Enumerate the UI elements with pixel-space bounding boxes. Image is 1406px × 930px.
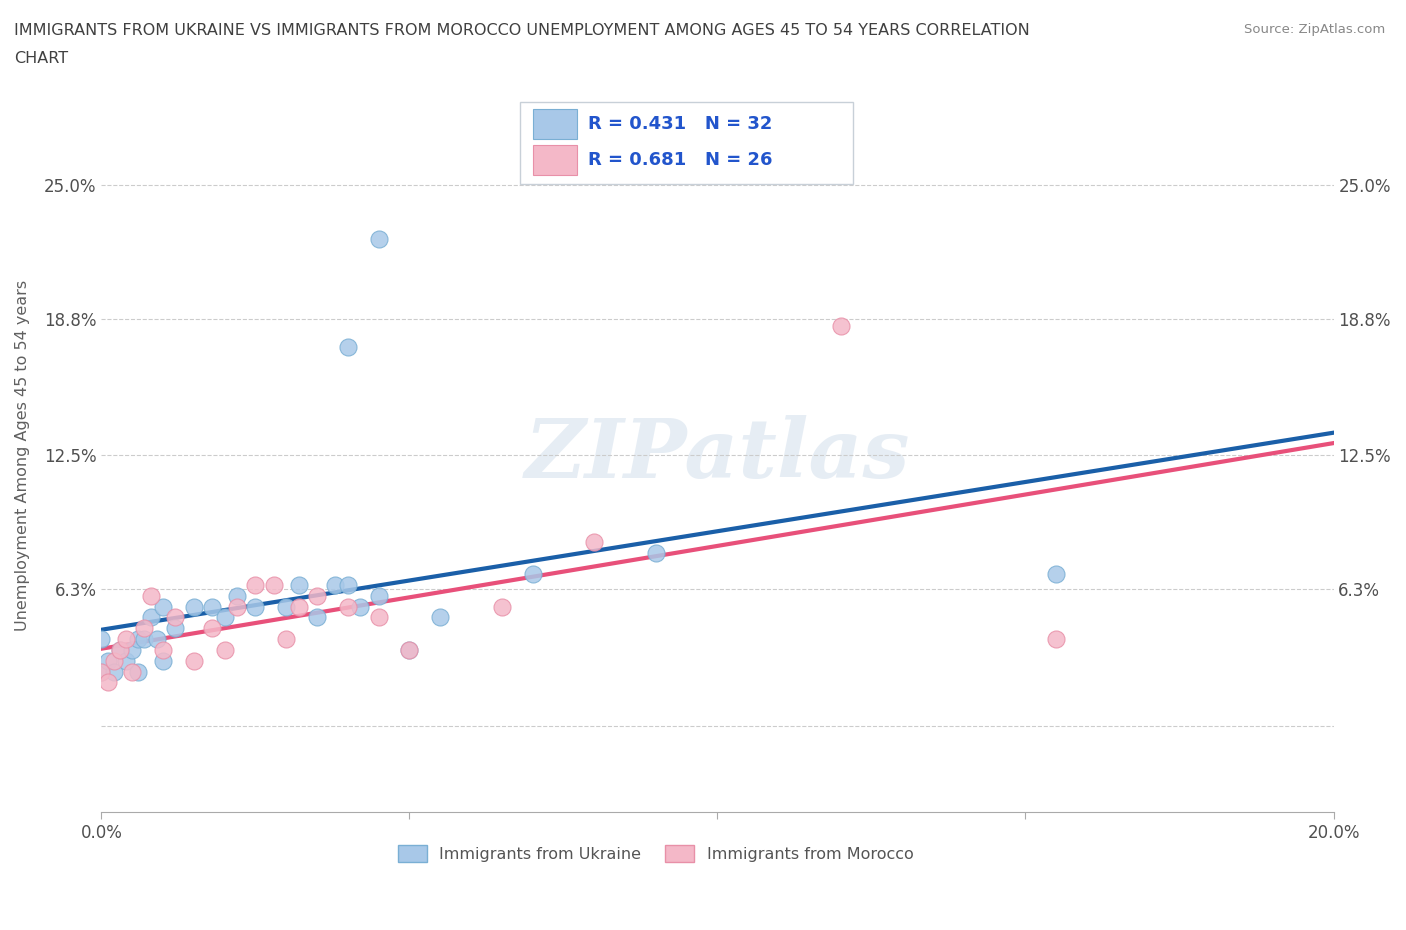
Point	[139, 610, 162, 625]
FancyBboxPatch shape	[533, 145, 576, 175]
Text: CHART: CHART	[14, 51, 67, 66]
Point	[287, 599, 309, 614]
Point	[152, 643, 174, 658]
Point	[108, 643, 131, 658]
Point	[214, 610, 236, 625]
Point	[108, 643, 131, 658]
Point	[103, 664, 125, 679]
Point	[121, 643, 143, 658]
Point	[245, 578, 267, 592]
Point	[134, 631, 156, 646]
Point	[367, 589, 389, 604]
Point	[245, 599, 267, 614]
Point	[90, 664, 112, 679]
Point	[121, 664, 143, 679]
Point	[90, 664, 112, 679]
Point	[115, 631, 138, 646]
Text: IMMIGRANTS FROM UKRAINE VS IMMIGRANTS FROM MOROCCO UNEMPLOYMENT AMONG AGES 45 TO: IMMIGRANTS FROM UKRAINE VS IMMIGRANTS FR…	[14, 23, 1029, 38]
Point	[165, 621, 187, 636]
Legend: Immigrants from Ukraine, Immigrants from Morocco: Immigrants from Ukraine, Immigrants from…	[391, 839, 920, 869]
Point	[336, 599, 359, 614]
Text: R = 0.681   N = 26: R = 0.681 N = 26	[588, 151, 772, 169]
Point	[1045, 566, 1067, 581]
Point	[429, 610, 451, 625]
Point	[276, 599, 298, 614]
Point	[152, 653, 174, 668]
Point	[152, 599, 174, 614]
Text: R = 0.431   N = 32: R = 0.431 N = 32	[588, 114, 772, 133]
Y-axis label: Unemployment Among Ages 45 to 54 years: Unemployment Among Ages 45 to 54 years	[15, 280, 30, 631]
Point	[139, 589, 162, 604]
Point	[146, 631, 169, 646]
Point	[90, 631, 112, 646]
Point	[305, 610, 328, 625]
Point	[165, 610, 187, 625]
Point	[305, 589, 328, 604]
Point	[127, 631, 149, 646]
Point	[263, 578, 285, 592]
Point	[96, 653, 118, 668]
Text: ZIPatlas: ZIPatlas	[524, 416, 910, 496]
Point	[830, 318, 852, 333]
Text: Source: ZipAtlas.com: Source: ZipAtlas.com	[1244, 23, 1385, 36]
Point	[522, 566, 544, 581]
Point	[103, 653, 125, 668]
Point	[336, 339, 359, 354]
Point	[225, 599, 247, 614]
FancyBboxPatch shape	[520, 102, 853, 184]
Point	[583, 535, 606, 550]
Point	[398, 643, 420, 658]
Point	[491, 599, 513, 614]
Point	[1045, 631, 1067, 646]
Point	[349, 599, 371, 614]
Point	[115, 653, 138, 668]
Point	[367, 232, 389, 246]
FancyBboxPatch shape	[533, 110, 576, 140]
Point	[96, 675, 118, 690]
Point	[225, 589, 247, 604]
Point	[183, 653, 205, 668]
Point	[201, 621, 224, 636]
Point	[367, 610, 389, 625]
Point	[644, 545, 666, 560]
Point	[214, 643, 236, 658]
Point	[398, 643, 420, 658]
Point	[336, 578, 359, 592]
Point	[134, 621, 156, 636]
Point	[183, 599, 205, 614]
Point	[325, 578, 347, 592]
Point	[276, 631, 298, 646]
Point	[127, 664, 149, 679]
Point	[201, 599, 224, 614]
Point	[287, 578, 309, 592]
